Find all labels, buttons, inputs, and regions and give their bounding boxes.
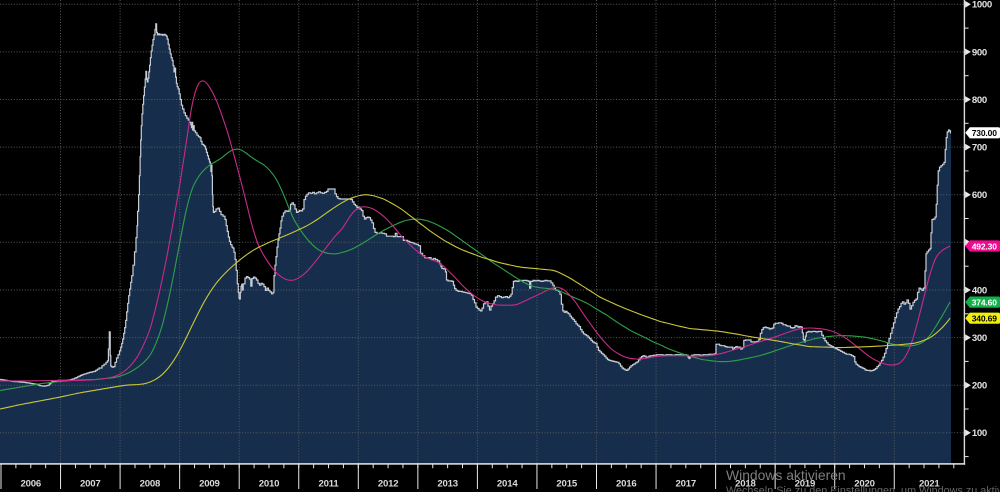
svg-text:2018: 2018 — [735, 479, 756, 490]
svg-text:2015: 2015 — [556, 479, 577, 490]
svg-text:2009: 2009 — [199, 479, 220, 490]
svg-text:2016: 2016 — [616, 479, 637, 490]
svg-text:2019: 2019 — [795, 479, 816, 490]
svg-text:340.69: 340.69 — [972, 314, 998, 324]
svg-text:2014: 2014 — [497, 479, 518, 490]
svg-text:800: 800 — [972, 95, 987, 106]
svg-text:2021: 2021 — [919, 479, 940, 490]
svg-text:600: 600 — [972, 190, 987, 201]
svg-text:2007: 2007 — [80, 479, 101, 490]
svg-text:730.00: 730.00 — [972, 128, 998, 138]
svg-text:100: 100 — [972, 428, 987, 439]
svg-text:2011: 2011 — [318, 479, 339, 490]
svg-text:2013: 2013 — [437, 479, 458, 490]
svg-text:Wechseln Sie zu den Einstellun: Wechseln Sie zu den Einstellungen, um Wi… — [726, 485, 1000, 492]
svg-text:200: 200 — [972, 381, 987, 392]
svg-text:2008: 2008 — [140, 479, 161, 490]
svg-text:400: 400 — [972, 285, 987, 296]
svg-text:2020: 2020 — [854, 479, 875, 490]
svg-text:492.30: 492.30 — [972, 241, 998, 251]
svg-text:2006: 2006 — [21, 479, 42, 490]
svg-text:1000: 1000 — [972, 0, 992, 11]
svg-text:2010: 2010 — [259, 479, 280, 490]
svg-text:374.60: 374.60 — [972, 297, 998, 307]
svg-text:700: 700 — [972, 143, 987, 154]
svg-text:Windows aktivieren: Windows aktivieren — [726, 467, 846, 483]
svg-text:300: 300 — [972, 333, 987, 344]
svg-text:900: 900 — [972, 47, 987, 58]
svg-text:2017: 2017 — [676, 479, 697, 490]
svg-text:2012: 2012 — [378, 479, 399, 490]
